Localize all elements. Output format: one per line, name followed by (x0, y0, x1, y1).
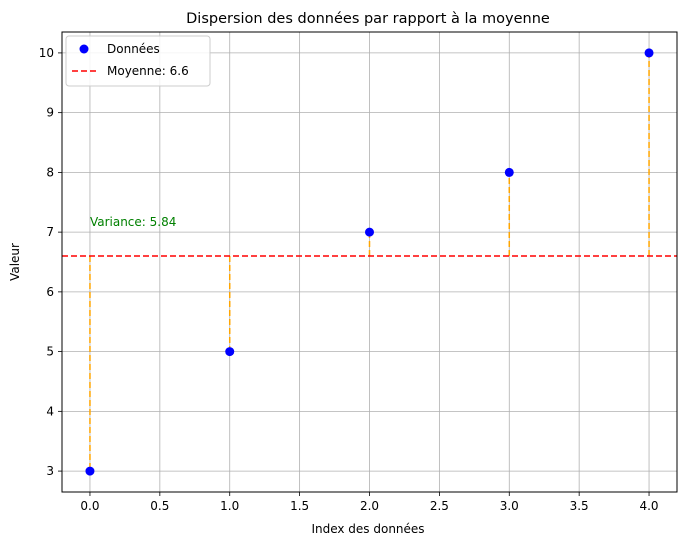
x-tick-label: 0.5 (150, 499, 169, 513)
legend: Données Moyenne: 6.6 (65, 35, 211, 87)
y-axis-label: Valeur (8, 243, 22, 281)
x-tick-label: 3.5 (570, 499, 589, 513)
data-point (365, 227, 374, 237)
data-point (644, 48, 654, 58)
x-tick-label: 3.0 (500, 499, 519, 513)
x-tick-label: 4.0 (639, 499, 658, 513)
x-tick-label: 2.5 (430, 499, 449, 513)
data-point (504, 167, 514, 177)
data-point (225, 347, 235, 357)
y-tick-label: 7 (46, 225, 54, 239)
y-tick-label: 5 (46, 345, 54, 359)
y-tick-label: 8 (46, 165, 54, 179)
x-tick-label: 2.0 (360, 499, 379, 513)
tick-labels: 0.0 0.5 1.0 1.5 2.0 2.5 3.0 3.5 4.0 3 4 5 6 7 8 9 10 (39, 46, 659, 513)
x-axis-label: Index des données (311, 522, 424, 536)
legend-box (65, 35, 211, 87)
x-tick-label: 1.0 (220, 499, 239, 513)
y-tick-label: 6 (46, 285, 54, 299)
axis-ticks (58, 52, 650, 496)
data-point (85, 466, 95, 476)
y-tick-label: 9 (46, 106, 54, 120)
variance-annotation: Variance: 5.84 (90, 215, 176, 229)
legend-scatter-marker (79, 44, 89, 54)
data-points (85, 48, 654, 476)
y-tick-label: 10 (39, 46, 54, 60)
y-tick-label: 3 (46, 464, 54, 478)
x-tick-label: 0.0 (80, 499, 99, 513)
chart-title: Dispersion des données par rapport à la … (186, 11, 550, 27)
legend-label-donnees: Données (107, 42, 160, 56)
legend-label-moyenne: Moyenne: 6.6 (107, 64, 189, 78)
y-tick-label: 4 (46, 404, 54, 418)
x-tick-label: 1.5 (290, 499, 309, 513)
